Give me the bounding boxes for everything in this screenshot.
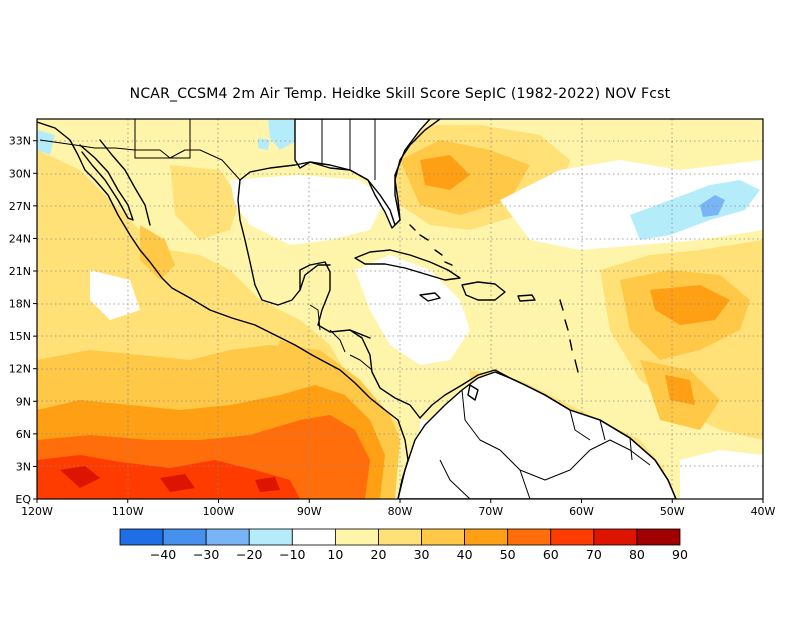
colorbar-label: −10: [279, 547, 305, 562]
y-tick-label: 18N: [9, 298, 31, 311]
colorbar-swatch: [421, 528, 466, 546]
colorbar-swatch: [205, 528, 250, 546]
y-tick-label: 6N: [16, 428, 31, 441]
colorbar-swatch: [248, 528, 293, 546]
colorbar-label: −30: [193, 547, 219, 562]
y-tick-label: 27N: [9, 200, 31, 213]
field-dark-red: [60, 466, 280, 492]
borders: [39, 119, 651, 499]
x-tick-label: 120W: [21, 505, 53, 518]
coastlines: [37, 119, 677, 499]
y-tick-label: 24N: [9, 232, 31, 245]
colorbar-swatch: [334, 528, 379, 546]
x-tick-label: 100W: [203, 505, 235, 518]
y-tick-label: EQ: [15, 493, 31, 506]
y-tick-label: 30N: [9, 167, 31, 180]
y-axis: EQ 3N 6N 9N 12N 15N 18N 21N 24N 27N 30N 33N: [9, 135, 37, 506]
colorbar-swatch: [291, 528, 336, 546]
colorbar-label: 20: [371, 547, 387, 562]
colorbar-swatch: [162, 528, 207, 546]
x-tick-label: 60W: [569, 505, 594, 518]
graticule: [37, 119, 763, 499]
x-tick-label: 110W: [112, 505, 144, 518]
colorbar-label: 30: [414, 547, 430, 562]
colorbar-label: −40: [150, 547, 176, 562]
colorbar-swatch: [119, 528, 164, 546]
y-tick-label: 12N: [9, 363, 31, 376]
colorbar-swatch: [507, 528, 552, 546]
field-light-blue: [37, 120, 760, 240]
colorbar-label: 80: [629, 547, 645, 562]
colorbar-label: 50: [500, 547, 516, 562]
x-axis: 120W 110W 100W 90W 80W 70W 60W 50W 40W: [21, 499, 776, 518]
colorbar-label: 10: [327, 547, 343, 562]
map-title: NCAR_CCSM4 2m Air Temp. Heidke Skill Sco…: [129, 86, 671, 102]
colorbar-swatch: [593, 528, 638, 546]
skill-field: [37, 119, 763, 499]
y-tick-label: 15N: [9, 330, 31, 343]
x-tick-label: 90W: [297, 505, 322, 518]
x-tick-label: 50W: [660, 505, 685, 518]
y-tick-label: 33N: [9, 135, 31, 148]
usa-southeast: [294, 119, 431, 229]
land-mask: [294, 119, 677, 499]
colorbar: −40 −30 −20 −10 10 20 30 40 50 60 70 80 90: [119, 528, 688, 562]
colorbar-label: 90: [672, 547, 688, 562]
y-tick-label: 3N: [16, 460, 31, 473]
y-tick-label: 9N: [16, 395, 31, 408]
colorbar-label: −20: [236, 547, 262, 562]
colorbar-label: 60: [543, 547, 559, 562]
colorbar-swatch: [464, 528, 509, 546]
x-tick-label: 80W: [388, 505, 413, 518]
colorbar-label: 70: [586, 547, 602, 562]
colorbar-swatch: [636, 528, 681, 546]
colorbar-swatch: [550, 528, 595, 546]
colorbar-swatch: [378, 528, 422, 546]
x-tick-label: 70W: [478, 505, 503, 518]
y-tick-label: 21N: [9, 265, 31, 278]
colorbar-label: 40: [457, 547, 473, 562]
x-tick-label: 40W: [751, 505, 776, 518]
